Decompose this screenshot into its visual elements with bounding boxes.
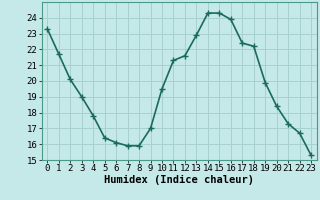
X-axis label: Humidex (Indice chaleur): Humidex (Indice chaleur) <box>104 175 254 185</box>
